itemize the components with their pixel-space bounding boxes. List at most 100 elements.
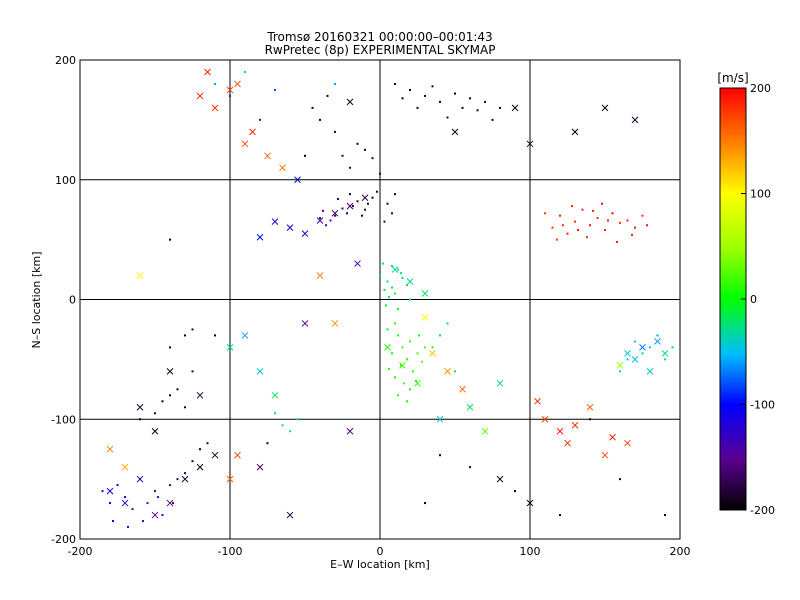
y-axis-label: N–S location [km] [30, 251, 43, 348]
dot-marker-point [626, 219, 629, 222]
x-marker-point [256, 367, 264, 375]
x-marker-point [609, 433, 616, 441]
x-marker-point [526, 499, 534, 507]
dot-marker-point [454, 92, 456, 95]
dot-marker-point [616, 241, 618, 244]
y-tick-label-3: 100 [55, 174, 76, 187]
dot-marker-point [586, 236, 588, 239]
dot-marker-point [199, 448, 201, 451]
dot-marker-point [169, 238, 171, 241]
dot-marker-point [439, 454, 441, 457]
colorbar-ticks: 200 100 0 -100 -200 [741, 82, 775, 517]
colorbar-label: [m/s] [717, 71, 748, 85]
dot-marker-point [416, 352, 419, 355]
x-axis-ticks: -200 -100 0 100 200 [68, 545, 691, 558]
dot-marker-point [619, 370, 621, 373]
x-marker-point [399, 362, 406, 369]
x-marker-point [249, 128, 256, 136]
dot-marker-point [409, 388, 411, 391]
dot-marker-point [229, 94, 231, 97]
dot-marker-point [206, 442, 209, 445]
dot-marker-point [671, 346, 674, 349]
dot-marker-point [161, 400, 164, 403]
dot-marker-point [397, 268, 399, 271]
dot-marker-point [607, 219, 609, 222]
dot-marker-point [184, 334, 186, 337]
dot-marker-point [400, 272, 402, 275]
x-marker-point [601, 104, 609, 112]
dot-marker-point [388, 367, 390, 370]
dot-marker-point [386, 280, 389, 283]
dot-marker-point [424, 346, 426, 349]
dot-marker-point [397, 308, 399, 311]
x-marker-point [151, 511, 159, 519]
dot-marker-point [172, 502, 174, 505]
x-marker-point [316, 217, 324, 224]
x-marker-point [204, 68, 211, 76]
x-marker-point [601, 451, 609, 459]
x-tick-label-1: -100 [218, 545, 243, 558]
colorbar-tick-label-2: 0 [750, 293, 757, 306]
dot-marker-point [394, 292, 396, 295]
dot-marker-point [334, 82, 336, 85]
dot-marker-point [544, 212, 546, 215]
x-marker-point [196, 463, 204, 471]
dot-marker-point [577, 229, 579, 232]
x-marker-point [166, 367, 174, 375]
dot-marker-point [641, 352, 644, 355]
x-marker-point [211, 104, 219, 112]
dot-marker-point [325, 224, 327, 227]
x-marker-point [444, 367, 451, 375]
dot-marker-point [641, 214, 644, 217]
dot-marker-point [592, 209, 594, 212]
dot-marker-point [169, 346, 171, 349]
dot-marker-point [274, 88, 276, 91]
x-marker-point [406, 278, 414, 285]
x-marker-point [646, 367, 654, 375]
dot-marker-point [383, 220, 386, 223]
colorbar: [m/s] 200 100 0 -100 -200 [717, 71, 775, 517]
dot-marker-point [169, 394, 171, 397]
dot-marker-point [431, 85, 434, 88]
dot-marker-point [319, 118, 321, 121]
dot-marker-point [259, 118, 261, 121]
dot-marker-point [421, 360, 423, 363]
dot-marker-point [514, 490, 516, 493]
x-marker-point [586, 403, 594, 411]
dot-marker-point [596, 217, 599, 220]
dot-marker-point [400, 364, 402, 367]
x-marker-point [136, 272, 144, 279]
dot-marker-point [391, 264, 393, 267]
x-marker-point [616, 362, 624, 369]
dot-marker-point [409, 298, 411, 301]
dot-marker-point [244, 70, 246, 73]
x-marker-point [391, 266, 399, 273]
x-marker-point [534, 397, 541, 405]
dot-marker-point [386, 202, 389, 205]
x-marker-point [241, 140, 249, 148]
dot-marker-point [403, 382, 405, 385]
x-marker-point [496, 379, 504, 387]
x-marker-point [271, 391, 279, 399]
dot-marker-point [184, 472, 186, 475]
dot-marker-point [311, 106, 314, 109]
x-marker-point [121, 499, 129, 507]
dot-marker-point [391, 212, 393, 215]
dot-marker-point [157, 496, 159, 499]
x-tick-label-0: -200 [68, 545, 93, 558]
x-marker-point [256, 463, 264, 471]
dot-marker-point [382, 262, 384, 265]
dot-marker-point [397, 334, 399, 337]
x-marker-point [556, 427, 564, 435]
x-marker-point [421, 290, 429, 297]
dot-marker-point [412, 370, 414, 373]
x-marker-point [451, 128, 459, 136]
dot-marker-point [371, 196, 374, 199]
dot-marker-point [146, 502, 149, 505]
dot-marker-point [397, 394, 399, 397]
dot-marker-point [142, 520, 144, 523]
dot-marker-point [416, 106, 419, 109]
x-marker-point [654, 338, 661, 345]
x-marker-point [414, 379, 421, 387]
dot-marker-point [376, 190, 378, 193]
